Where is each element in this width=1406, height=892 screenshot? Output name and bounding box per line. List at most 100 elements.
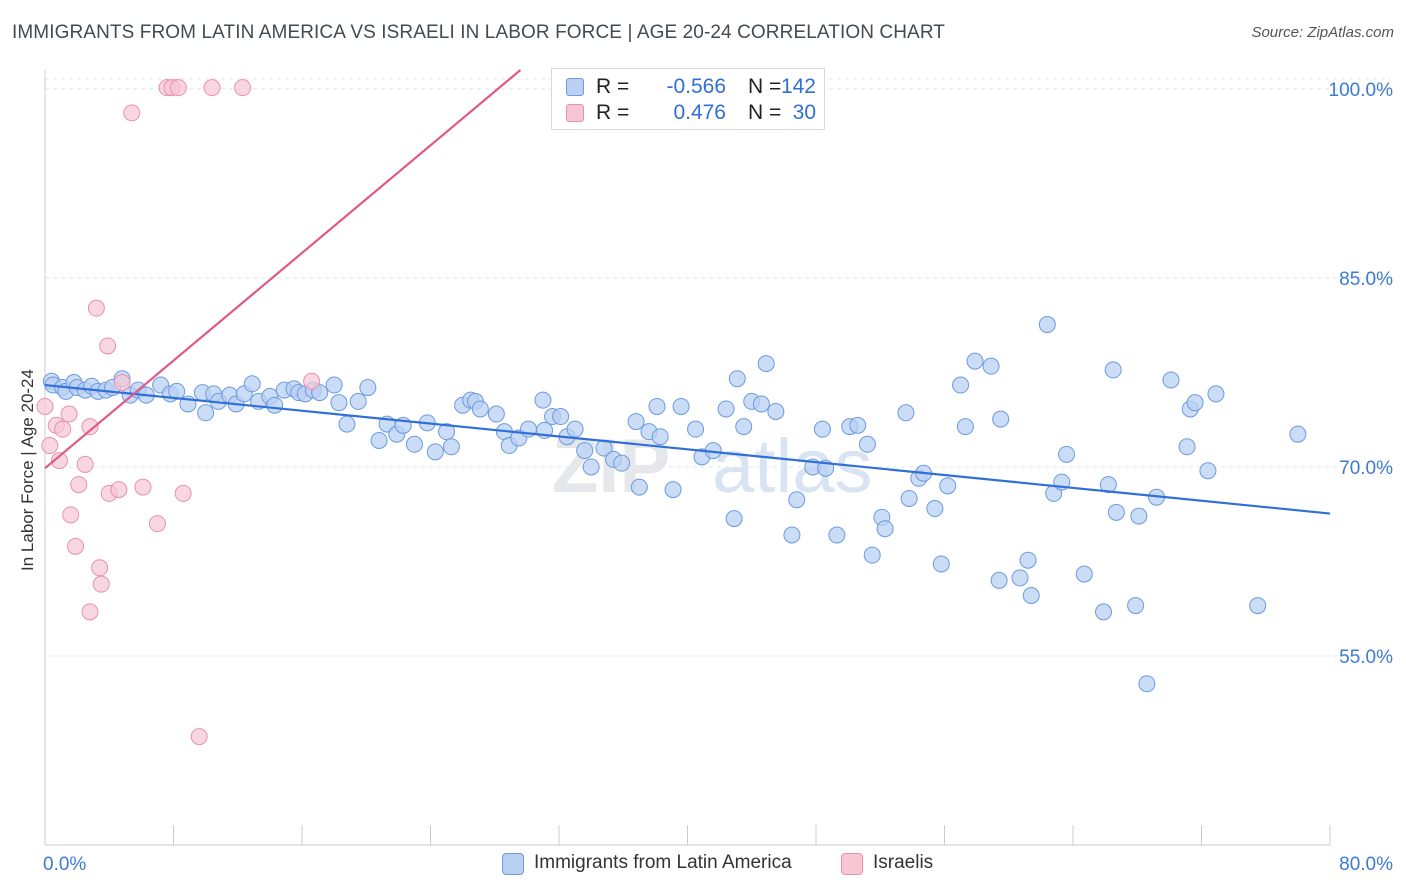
- series-israelis-points: [36, 79, 321, 746]
- data-point-latin-america: [1022, 586, 1040, 604]
- data-point-latin-america: [728, 370, 746, 388]
- trend-line-latin-america: [44, 383, 1331, 515]
- y-tick-label: 85.0%: [1339, 269, 1393, 290]
- data-point-latin-america: [900, 489, 918, 507]
- grid-lines: [45, 78, 1390, 657]
- data-point-israelis: [41, 437, 59, 455]
- data-point-latin-america: [767, 403, 785, 421]
- data-point-latin-america: [956, 418, 974, 436]
- r-label: R =: [596, 101, 630, 124]
- chart-title: IMMIGRANTS FROM LATIN AMERICA VS ISRAELI…: [12, 22, 946, 43]
- legend-label: Immigrants from Latin America: [534, 852, 792, 873]
- data-point-latin-america: [1138, 675, 1156, 693]
- correlation-legend: R = -0.566 N = 142 R = 0.476 N = 30: [551, 68, 825, 130]
- data-point-israelis: [99, 337, 117, 355]
- data-point-israelis: [67, 537, 85, 555]
- data-point-latin-america: [717, 400, 735, 418]
- data-point-latin-america: [168, 382, 186, 400]
- axes: [44, 70, 1331, 846]
- data-point-latin-america: [534, 391, 552, 409]
- data-point-latin-america: [849, 416, 867, 434]
- data-point-latin-america: [651, 428, 669, 446]
- trend-line-israelis: [44, 69, 522, 470]
- y-tick-label: 70.0%: [1339, 458, 1393, 479]
- data-point-latin-america: [426, 443, 444, 461]
- r-label: R =: [596, 75, 630, 98]
- data-point-latin-america: [1162, 371, 1180, 389]
- data-point-latin-america: [952, 376, 970, 394]
- data-point-latin-america: [1249, 597, 1267, 615]
- data-point-latin-america: [664, 481, 682, 499]
- y-tick-label: 100.0%: [1329, 80, 1394, 101]
- data-point-latin-america: [735, 418, 753, 436]
- pink-swatch-icon: [841, 853, 863, 875]
- data-point-israelis: [113, 374, 131, 392]
- n-label: N =: [748, 101, 782, 124]
- blue-swatch-icon: [502, 853, 524, 875]
- data-point-israelis: [190, 728, 208, 746]
- data-point-latin-america: [863, 546, 881, 564]
- data-point-latin-america: [939, 477, 957, 495]
- data-point-israelis: [50, 452, 68, 470]
- data-point-latin-america: [1099, 476, 1117, 494]
- data-point-latin-america: [330, 394, 348, 412]
- data-point-latin-america: [752, 395, 770, 413]
- tick-labels: 100.0% 85.0% 70.0% 55.0% 0.0% 80.0%: [43, 80, 1393, 875]
- data-point-israelis: [91, 559, 109, 577]
- data-point-israelis: [203, 79, 221, 97]
- data-point-latin-america: [442, 438, 460, 456]
- x-tick-label: 0.0%: [43, 854, 86, 875]
- data-point-latin-america: [370, 431, 388, 449]
- data-point-latin-america: [757, 355, 775, 373]
- series-latin-america-points: [42, 316, 1307, 693]
- data-point-latin-america: [471, 400, 489, 418]
- n-value: 30: [792, 101, 816, 124]
- data-point-latin-america: [788, 491, 806, 509]
- data-point-israelis: [60, 405, 78, 423]
- data-point-israelis: [87, 299, 105, 317]
- data-point-latin-america: [672, 397, 690, 415]
- legend-label: Israelis: [873, 852, 934, 873]
- data-point-latin-america: [1186, 394, 1204, 412]
- data-point-latin-america: [858, 435, 876, 453]
- r-value: -0.566: [666, 75, 726, 98]
- data-point-latin-america: [725, 510, 743, 528]
- r-value: 0.476: [673, 101, 726, 124]
- data-point-latin-america: [266, 396, 284, 414]
- data-point-latin-america: [828, 526, 846, 544]
- data-point-israelis: [123, 104, 141, 122]
- data-point-latin-america: [932, 555, 950, 573]
- data-point-latin-america: [1199, 462, 1217, 480]
- data-point-latin-america: [359, 379, 377, 397]
- data-point-israelis: [81, 603, 99, 621]
- data-point-israelis: [174, 484, 192, 502]
- data-point-latin-america: [926, 500, 944, 518]
- data-point-latin-america: [405, 435, 423, 453]
- data-point-israelis: [92, 575, 110, 593]
- data-point-israelis: [169, 79, 187, 97]
- data-point-latin-america: [1075, 565, 1093, 583]
- data-point-latin-america: [813, 420, 831, 438]
- data-point-latin-america: [687, 420, 705, 438]
- data-point-latin-america: [1104, 361, 1122, 379]
- data-point-latin-america: [1095, 603, 1113, 621]
- blue-swatch-icon: [566, 78, 584, 96]
- data-point-israelis: [62, 506, 80, 524]
- data-point-latin-america: [197, 404, 215, 422]
- data-point-latin-america: [648, 397, 666, 415]
- data-point-latin-america: [897, 404, 915, 422]
- data-point-latin-america: [783, 526, 801, 544]
- data-point-israelis: [234, 79, 252, 97]
- data-point-latin-america: [966, 352, 984, 370]
- data-point-latin-america: [1289, 425, 1307, 443]
- data-point-israelis: [303, 372, 321, 390]
- data-point-latin-america: [325, 376, 343, 394]
- n-label: N =: [748, 75, 782, 98]
- data-point-israelis: [70, 476, 88, 494]
- data-point-latin-america: [990, 571, 1008, 589]
- data-point-latin-america: [1178, 438, 1196, 456]
- data-point-latin-america: [566, 420, 584, 438]
- data-point-israelis: [110, 481, 128, 499]
- n-value: 142: [780, 75, 816, 98]
